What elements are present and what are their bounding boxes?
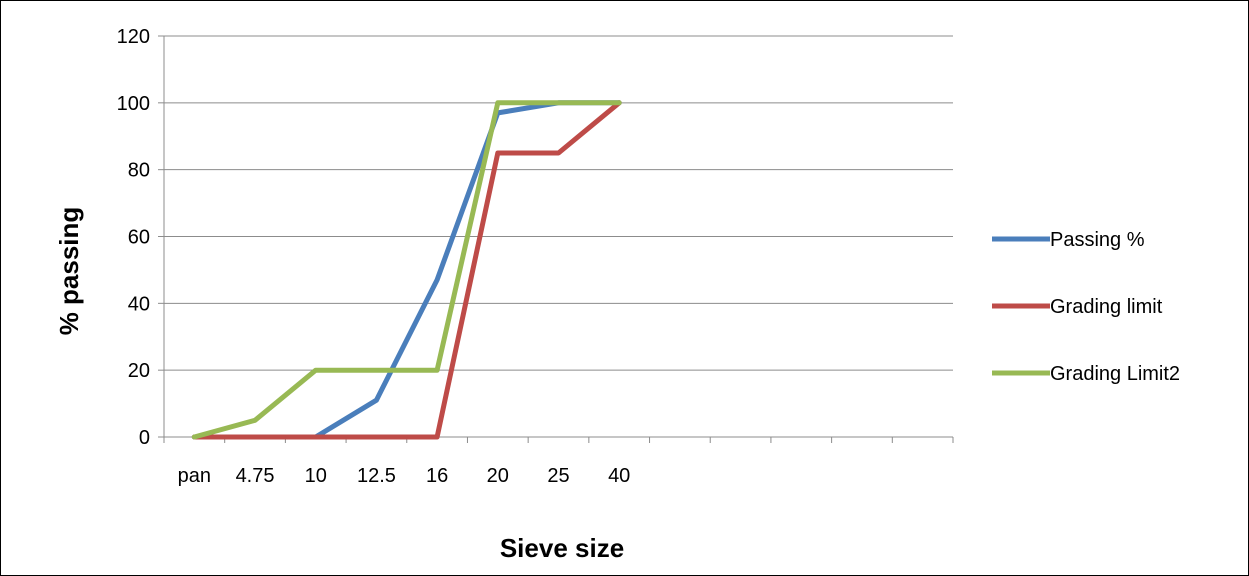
series-line-2 [191,100,622,440]
y-tick-labels: 0 20 40 60 80 100 120 [117,26,150,449]
legend-label: Grading Limit2 [1050,363,1180,385]
legend-label: Passing % [1050,229,1145,251]
y-tick-label: 0 [139,427,150,449]
legend: Passing % Grading limit Grading Limit2 [992,229,1180,385]
x-tick-label: 10 [305,465,327,487]
x-tick-label: 20 [487,465,509,487]
series-line-3 [191,100,622,440]
x-tick-label: 4.75 [236,465,275,487]
y-tick-label: 80 [128,160,150,182]
x-tick-label: 25 [547,465,569,487]
x-axis-title: Sieve size [500,533,624,563]
series-lines [191,100,622,440]
y-tick-label: 100 [117,93,150,115]
y-tick-label: 20 [128,360,150,382]
gridlines [164,35,953,371]
legend-label: Grading limit [1050,296,1163,318]
x-tick-labels: pan 4.75 10 12.5 16 20 25 40 [178,465,631,487]
y-axis-title: % passing [54,207,84,336]
x-tick-label: 40 [608,465,630,487]
y-tick-label: 120 [117,26,150,48]
y-tick-label: 40 [128,293,150,315]
x-tick-label: pan [178,465,211,487]
axes [158,35,954,443]
y-tick-label: 60 [128,227,150,249]
x-tick-label: 16 [426,465,448,487]
x-tick-label: 12.5 [357,465,396,487]
